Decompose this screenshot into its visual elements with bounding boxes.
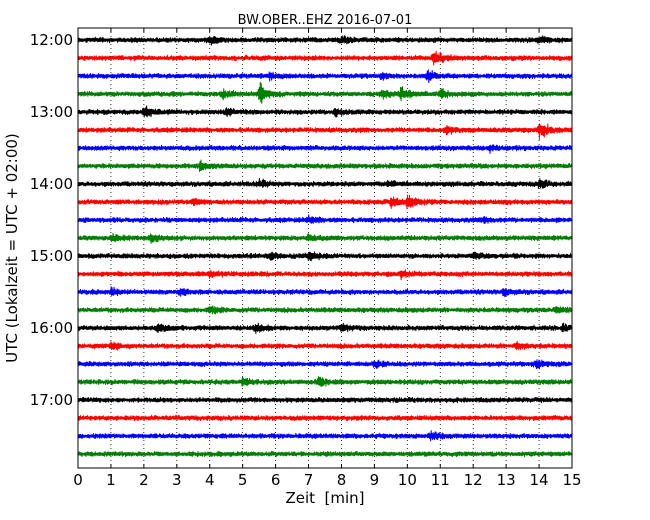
trace-15:45 xyxy=(77,305,573,315)
trace-16:30 xyxy=(77,359,573,370)
vertical-gridlines xyxy=(110,28,540,468)
x-tick-label: 5 xyxy=(238,471,248,489)
trace-17:00 xyxy=(77,396,573,404)
x-tick-label: 15 xyxy=(562,471,581,489)
trace-17:45 xyxy=(77,450,573,458)
x-tick-label: 14 xyxy=(530,471,549,489)
plot-frame xyxy=(77,27,573,469)
seismogram-traces xyxy=(77,35,573,458)
y-axis-label: UTC (Lokalzeit = UTC + 02:00) xyxy=(3,133,21,363)
x-tick-label: 10 xyxy=(398,471,417,489)
trace-16:00 xyxy=(77,322,573,335)
x-tick-label: 11 xyxy=(431,471,450,489)
trace-15:00 xyxy=(77,251,573,262)
trace-15:30 xyxy=(77,286,573,298)
x-tick-label: 13 xyxy=(497,471,516,489)
trace-12:15 xyxy=(77,50,573,66)
y-tick-label: 16:00 xyxy=(30,319,73,337)
trace-15:15 xyxy=(77,269,573,281)
trace-14:45 xyxy=(77,232,573,244)
x-tick-label: 3 xyxy=(172,471,182,489)
trace-12:00 xyxy=(77,35,573,46)
y-axis-ticks: 12:00 13:00 14:00 15:00 16:00 17:00 xyxy=(30,31,572,409)
x-tick-label: 7 xyxy=(304,471,314,489)
trace-12:45 xyxy=(77,81,573,104)
trace-17:30 xyxy=(77,430,573,442)
x-tick-label: 9 xyxy=(370,471,380,489)
trace-17:15 xyxy=(77,414,573,422)
y-tick-label: 14:00 xyxy=(30,175,73,193)
chart-title: BW.OBER..EHZ 2016-07-01 xyxy=(238,13,413,28)
trace-12:30 xyxy=(77,69,573,84)
y-tick-label: 13:00 xyxy=(30,103,73,121)
trace-13:15 xyxy=(77,123,573,140)
trace-13:00 xyxy=(77,105,573,118)
x-tick-label: 1 xyxy=(106,471,116,489)
trace-14:15 xyxy=(77,194,573,210)
trace-13:45 xyxy=(77,159,573,172)
trace-14:00 xyxy=(77,178,573,189)
x-tick-label: 8 xyxy=(337,471,347,489)
x-tick-label: 4 xyxy=(205,471,215,489)
trace-16:15 xyxy=(77,340,573,351)
x-tick-label: 2 xyxy=(139,471,149,489)
x-tick-label: 0 xyxy=(73,471,83,489)
y-tick-label: 12:00 xyxy=(30,31,73,49)
x-axis-label: Zeit [min] xyxy=(285,489,364,507)
y-tick-label: 17:00 xyxy=(30,391,73,409)
trace-16:45 xyxy=(77,376,573,388)
trace-14:30 xyxy=(77,214,573,225)
trace-13:30 xyxy=(77,144,573,154)
x-tick-label: 6 xyxy=(271,471,281,489)
x-tick-label: 12 xyxy=(464,471,483,489)
y-tick-label: 15:00 xyxy=(30,247,73,265)
x-axis-ticks: 0 1 2 3 4 5 6 7 8 9 10 11 12 13 14 15 xyxy=(73,28,582,489)
